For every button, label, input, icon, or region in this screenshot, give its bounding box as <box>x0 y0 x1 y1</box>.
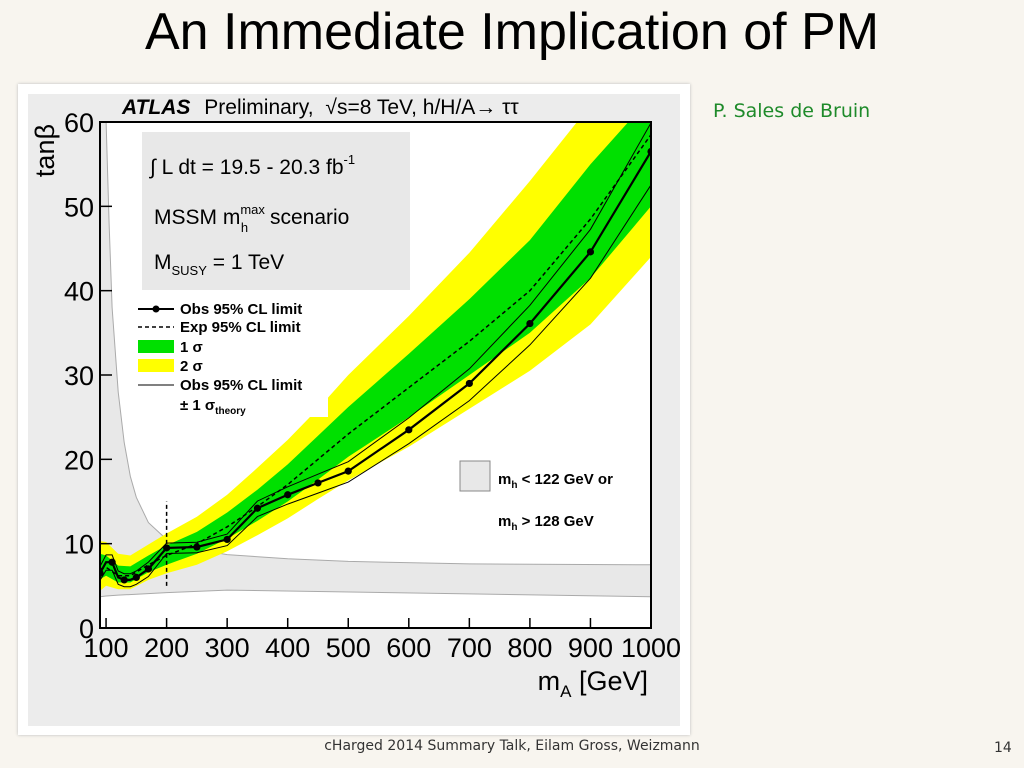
observed-point <box>108 558 116 566</box>
observed-point <box>526 319 534 328</box>
scenario-superscript: max <box>240 202 265 217</box>
observed-point <box>120 576 128 584</box>
msusy-suffix: = 1 TeV <box>207 251 284 274</box>
x-tick-label: 900 <box>568 633 613 663</box>
x-tick-label: 400 <box>265 633 310 663</box>
observed-point <box>193 543 201 551</box>
y-tick-label: 50 <box>64 192 94 222</box>
legend-one-sigma-swatch <box>138 340 174 353</box>
y-tick-label: 40 <box>64 277 94 307</box>
legend-obs-label: Obs 95% CL limit <box>180 301 302 318</box>
legend-theory-sigma: ± 1 σtheory <box>180 397 246 417</box>
msusy-label: MSUSY = 1 TeV <box>154 251 284 278</box>
footer-text: cHarged 2014 Summary Talk, Eilam Gross, … <box>324 738 700 754</box>
excluded-legend-line1-suffix: < 122 GeV or <box>517 471 613 488</box>
x-tick-label: 600 <box>386 633 431 663</box>
x-tick-label: 500 <box>326 633 371 663</box>
x-axis-label-main: m <box>538 666 561 696</box>
excluded-legend-line2-suffix: > 128 GeV <box>517 513 593 530</box>
y-tick-label: 20 <box>64 445 94 475</box>
x-tick-label: 200 <box>144 633 189 663</box>
observed-point <box>132 573 140 581</box>
legend-obs: Obs 95% CL limit <box>138 301 302 318</box>
x-tick-label: 700 <box>447 633 492 663</box>
excluded-legend-line2: mh > 128 GeV <box>498 513 594 533</box>
atlas-header: ATLAS Preliminary, √s=8 TeV, h/H/A→ ττ <box>121 96 519 119</box>
legend-obs-marker <box>152 305 160 313</box>
observed-point <box>405 426 413 434</box>
y-tick-label: 60 <box>64 108 94 138</box>
msusy-prefix: M <box>154 251 172 274</box>
x-axis-label-sub: A <box>560 682 572 701</box>
observed-point <box>144 565 153 573</box>
theory-lower-line <box>100 184 651 588</box>
legend-exp-label: Exp 95% CL limit <box>180 319 301 336</box>
y-axis-ticks: 0 10 20 30 40 50 60 <box>64 108 112 644</box>
excluded-legend-line1-prefix: m <box>498 471 511 488</box>
observed-point <box>344 467 352 475</box>
y-axis-label: tanβ <box>30 124 60 177</box>
x-tick-label: 1000 <box>621 633 681 663</box>
x-tick-label: 300 <box>205 633 250 663</box>
atlas-figure: 100 200 300 400 500 600 700 800 900 1000 0 10 20 30 4… <box>18 84 690 735</box>
observed-point <box>314 479 322 487</box>
legend-theory-sigma-prefix: ± 1 σ <box>180 397 215 414</box>
scenario-prefix: MSSM m <box>154 206 240 229</box>
observed-point <box>465 379 473 388</box>
legend-exp: Exp 95% CL limit <box>138 319 301 336</box>
luminosity-value: ∫ L dt = 19.5 - 20.3 fb <box>149 156 344 179</box>
theory-upper-line <box>100 122 651 575</box>
scenario-subscript: h <box>241 220 248 235</box>
legend-one-sigma: 1 σ <box>138 339 203 356</box>
page-number: 14 <box>994 740 1012 756</box>
x-axis-label-unit: [GeV] <box>571 666 648 696</box>
legend-two-sigma: 2 σ <box>138 358 203 375</box>
legend-box <box>132 299 328 417</box>
slide-title: An Immediate Implication of PM <box>144 3 880 61</box>
observed-point <box>284 491 292 499</box>
info-box <box>142 132 410 290</box>
scenario-suffix: scenario <box>264 206 349 229</box>
x-axis-label: mA [GeV] <box>538 666 648 701</box>
excluded-legend-line1-sub: h <box>511 480 517 491</box>
legend-two-sigma-label: 2 σ <box>180 358 203 375</box>
luminosity-label: ∫ L dt = 19.5 - 20.3 fb-1 <box>149 152 355 179</box>
exclusion-plot: 100 200 300 400 500 600 700 800 900 1000 0 10 20 30 4… <box>28 94 681 726</box>
excluded-legend-swatch <box>459 460 491 492</box>
author-credit: P. Sales de Bruin <box>713 100 871 122</box>
x-tick-label: 800 <box>507 633 552 663</box>
x-axis-ticks: 100 200 300 400 500 600 700 800 900 1000 <box>84 618 681 663</box>
observed-limit-line <box>100 150 651 581</box>
msusy-subscript: SUSY <box>172 263 208 278</box>
excluded-legend-line2-sub: h <box>511 522 517 533</box>
energy-label: √s=8 TeV, h/H/A→ ττ <box>325 96 519 119</box>
y-tick-label: 0 <box>79 614 94 644</box>
atlas-label: ATLAS <box>121 96 190 119</box>
legend-two-sigma-swatch <box>138 359 174 372</box>
luminosity-unit-exponent: -1 <box>344 152 356 167</box>
excluded-legend-line1: mh < 122 GeV or <box>498 471 613 491</box>
legend-theory: Obs 95% CL limit ± 1 σtheory <box>138 377 302 417</box>
x-tick-label: 100 <box>84 633 129 663</box>
one-sigma-band <box>100 122 651 583</box>
legend-theory-sigma-sub: theory <box>215 406 246 417</box>
observed-point <box>223 535 231 544</box>
observed-point <box>586 248 595 256</box>
excluded-legend-line2-prefix: m <box>498 513 511 530</box>
two-sigma-band <box>100 122 651 591</box>
y-tick-label: 30 <box>64 361 94 391</box>
y-tick-label: 10 <box>64 530 94 560</box>
legend-theory-label: Obs 95% CL limit <box>180 377 302 394</box>
scenario-label: MSSM mmax h scenario <box>154 202 349 235</box>
legend-one-sigma-label: 1 σ <box>180 339 203 356</box>
observed-point <box>253 504 262 512</box>
preliminary-label: Preliminary, <box>204 96 313 119</box>
